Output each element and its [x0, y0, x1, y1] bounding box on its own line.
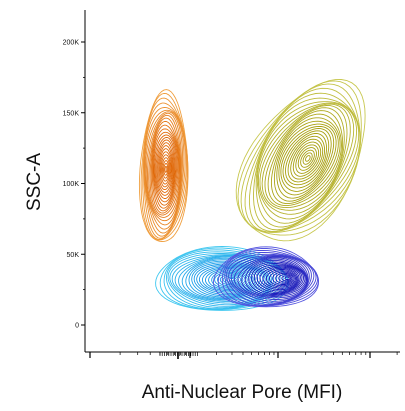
contour-line [285, 133, 327, 186]
contour-line [272, 271, 295, 285]
y-tick-label-3: 150K [63, 110, 80, 117]
contour-line [225, 276, 237, 283]
y-tick-label-2: 100K [63, 181, 80, 188]
x-axis-title: Anti-Nuclear Pore (MFI) [142, 382, 343, 403]
contour-line [302, 152, 313, 165]
contour-line [147, 114, 182, 222]
contour-line [145, 112, 182, 226]
contour-line [295, 144, 320, 174]
contour-line [264, 110, 344, 209]
contour-line [275, 272, 294, 284]
contour-line [251, 263, 305, 294]
contour-line [201, 266, 254, 293]
contour-line [167, 253, 281, 309]
contour-line [305, 155, 311, 162]
y-axis-title: SSC-A [24, 153, 45, 211]
contour-line [163, 163, 169, 176]
y-tick-label-1: 50K [67, 252, 80, 259]
contour-line [156, 142, 174, 196]
contour-line [140, 92, 189, 241]
contour-line [256, 265, 301, 292]
contour-line [300, 149, 315, 168]
contour-line [237, 257, 308, 299]
contour-line [269, 270, 296, 287]
contour-line [213, 246, 319, 308]
contour-line [148, 117, 181, 218]
contour-line [287, 135, 326, 183]
contour-line [161, 157, 170, 182]
contour-line [292, 141, 322, 177]
contour-line [233, 256, 309, 300]
contour-line [143, 102, 187, 239]
contour-line [278, 125, 335, 196]
contour-line [262, 267, 299, 289]
contour-line [155, 139, 175, 199]
contour-line [164, 165, 168, 173]
x-axis [89, 352, 398, 359]
contour-line [261, 107, 345, 211]
contour-line [138, 89, 189, 242]
contour-line [151, 128, 179, 212]
contour-line [244, 259, 307, 296]
contour-line [278, 274, 293, 283]
contour-line [244, 87, 361, 233]
contour-line [256, 102, 355, 224]
contour-line [290, 138, 324, 180]
contour-line [149, 121, 181, 216]
contour-line [276, 123, 337, 199]
contour-line [155, 245, 289, 311]
contour-line [253, 97, 360, 231]
contour-line [257, 103, 351, 220]
contour-line [153, 134, 177, 206]
contour-line [157, 145, 174, 193]
contour-line [160, 154, 171, 185]
contour-line [144, 111, 184, 230]
contour-line [235, 79, 366, 242]
contour-line [241, 258, 308, 297]
contour-line [297, 147, 317, 171]
contour-line [150, 124, 180, 214]
contour-line [237, 80, 362, 236]
contour-line [253, 264, 303, 293]
y-axis: 0 50K 100K 150K 200K [63, 40, 85, 330]
contour-line [248, 261, 306, 295]
population-2 [155, 245, 289, 311]
contour-line [188, 260, 266, 299]
contour-line [205, 268, 252, 292]
population-3 [213, 246, 319, 308]
contour-line [162, 160, 169, 179]
contour-line [265, 269, 298, 288]
contour-line [259, 105, 348, 215]
contour-line [230, 255, 310, 302]
contour-line [154, 137, 176, 203]
contour-line [144, 109, 185, 234]
contour-line [169, 254, 278, 307]
contour-line [158, 148, 173, 191]
contour-line [221, 249, 319, 307]
contour-line [273, 120, 339, 202]
contour-populations [138, 79, 366, 311]
contour-line [255, 101, 357, 228]
y-tick-label-4: 200K [63, 40, 80, 47]
contour-line [159, 151, 172, 188]
contour-line [267, 113, 342, 207]
population-1 [235, 79, 366, 242]
contour-line [280, 128, 332, 192]
contour-line [282, 130, 330, 189]
contour-line [281, 275, 291, 282]
contour-line [228, 254, 312, 304]
contour-line [178, 256, 271, 302]
contour-line [240, 83, 361, 233]
contour-line [152, 131, 178, 209]
population-0 [138, 89, 189, 242]
contour-line [142, 97, 188, 240]
contour-line [284, 276, 290, 281]
contour-line [259, 266, 300, 291]
contour-line [217, 247, 319, 307]
y-tick-label-0: 0 [75, 323, 79, 330]
contour-line [270, 117, 341, 205]
